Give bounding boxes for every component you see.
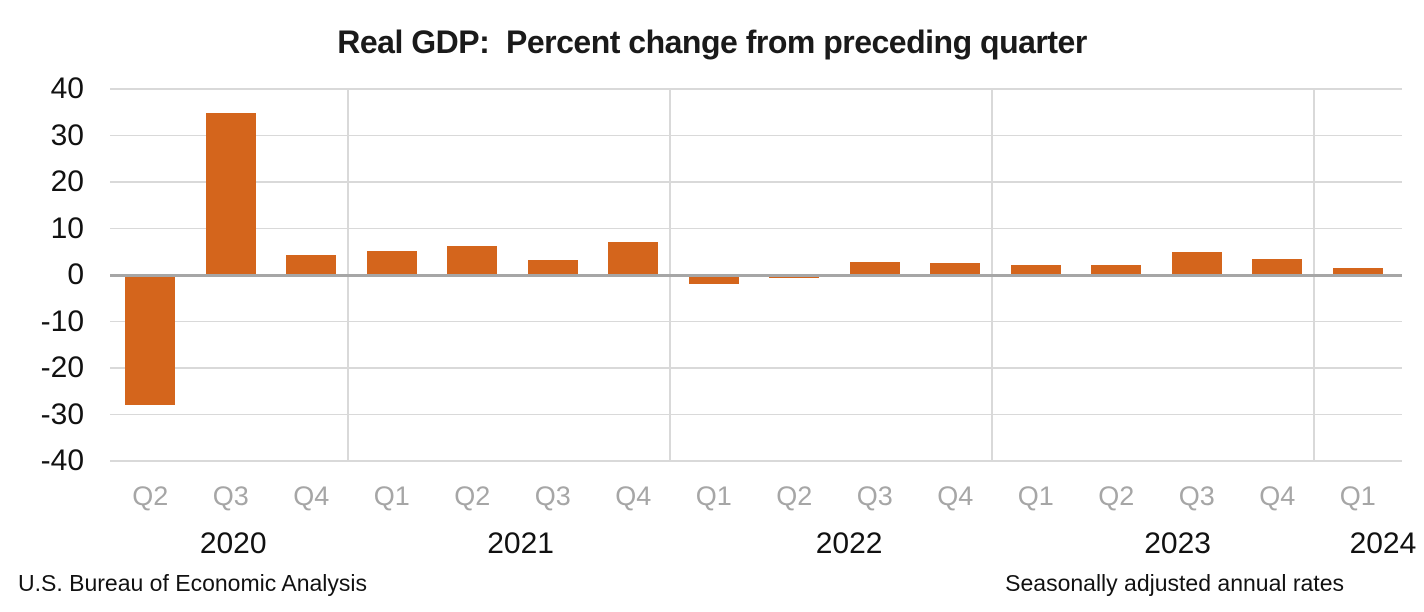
adjustment-note: Seasonally adjusted annual rates [1005,570,1344,596]
bar-Q4-value [930,262,981,275]
x-axis-quarter-label: Q3 [212,481,249,511]
y-axis-tick-label: 40 [50,72,84,105]
bar-Q1-value [1332,267,1383,275]
zero-axis-line [110,273,1402,277]
x-axis-quarter-label: Q1 [695,481,732,511]
gridline-y-20 [110,181,1402,183]
bar-Q4-value [286,255,337,275]
x-axis-quarter-label: Q3 [856,481,893,511]
bar-Q1-value [688,275,739,285]
bar-Q3-value [1171,252,1222,275]
x-axis-quarter-label: Q2 [1098,481,1135,511]
x-axis-quarter-label: Q1 [373,481,410,511]
y-axis-tick-label: 20 [50,165,84,198]
x-axis-year-label: 2020 [199,527,267,560]
bar-Q2-value [447,246,498,275]
y-axis-tick-label: 10 [50,211,84,245]
x-axis-year-label: 2021 [487,527,554,560]
bar-Q2-value [125,275,176,406]
gridline-y--40 [110,460,1402,462]
x-axis-quarter-label: Q4 [1259,481,1296,511]
x-axis-year-label: 2022 [815,527,883,560]
x-axis-quarter-label: Q3 [1178,481,1215,511]
gridline-y-30 [110,134,1402,137]
y-axis-tick-label: -10 [40,304,84,338]
bar-Q3-value [205,113,256,275]
bar-Q1-value [1010,264,1061,275]
bar-Q4-value [608,242,659,275]
gridline-y--10 [110,320,1402,323]
chart-title: Real GDP: Percent change from preceding … [337,24,1087,60]
source-attribution: U.S. Bureau of Economic Analysis [18,570,367,596]
bar-Q4-value [1252,259,1303,275]
x-axis-quarter-label: Q4 [293,481,330,511]
y-axis-tick-label: -30 [40,397,84,431]
bar-Q3-value [527,259,578,275]
gridline-y-10 [110,227,1402,230]
x-axis-quarter-label: Q2 [132,481,169,511]
x-axis-quarter-label: Q3 [534,481,571,511]
x-axis-quarter-label: Q1 [1017,481,1054,511]
x-axis-quarter-label: Q2 [776,481,813,511]
gridline-y-40 [110,88,1402,90]
x-axis-quarter-label: Q2 [454,481,491,511]
bar-Q2-value [1091,265,1142,275]
x-axis-year-label: 2024 [1349,527,1417,560]
gridline-y--30 [110,413,1402,416]
bar-Q1-value [366,250,417,275]
bar-Q3-value [849,262,900,275]
y-axis-tick-label: 30 [50,118,84,152]
y-axis-tick-label: -40 [40,444,84,477]
y-axis-tick-label: -20 [40,351,84,384]
y-axis-tick-label: 0 [67,258,84,291]
x-axis-quarter-label: Q4 [615,481,652,511]
x-axis-quarter-label: Q1 [1339,481,1376,511]
x-axis-quarter-label: Q4 [937,481,974,511]
x-axis-year-label: 2023 [1144,527,1211,560]
gridline-y--20 [110,367,1402,369]
